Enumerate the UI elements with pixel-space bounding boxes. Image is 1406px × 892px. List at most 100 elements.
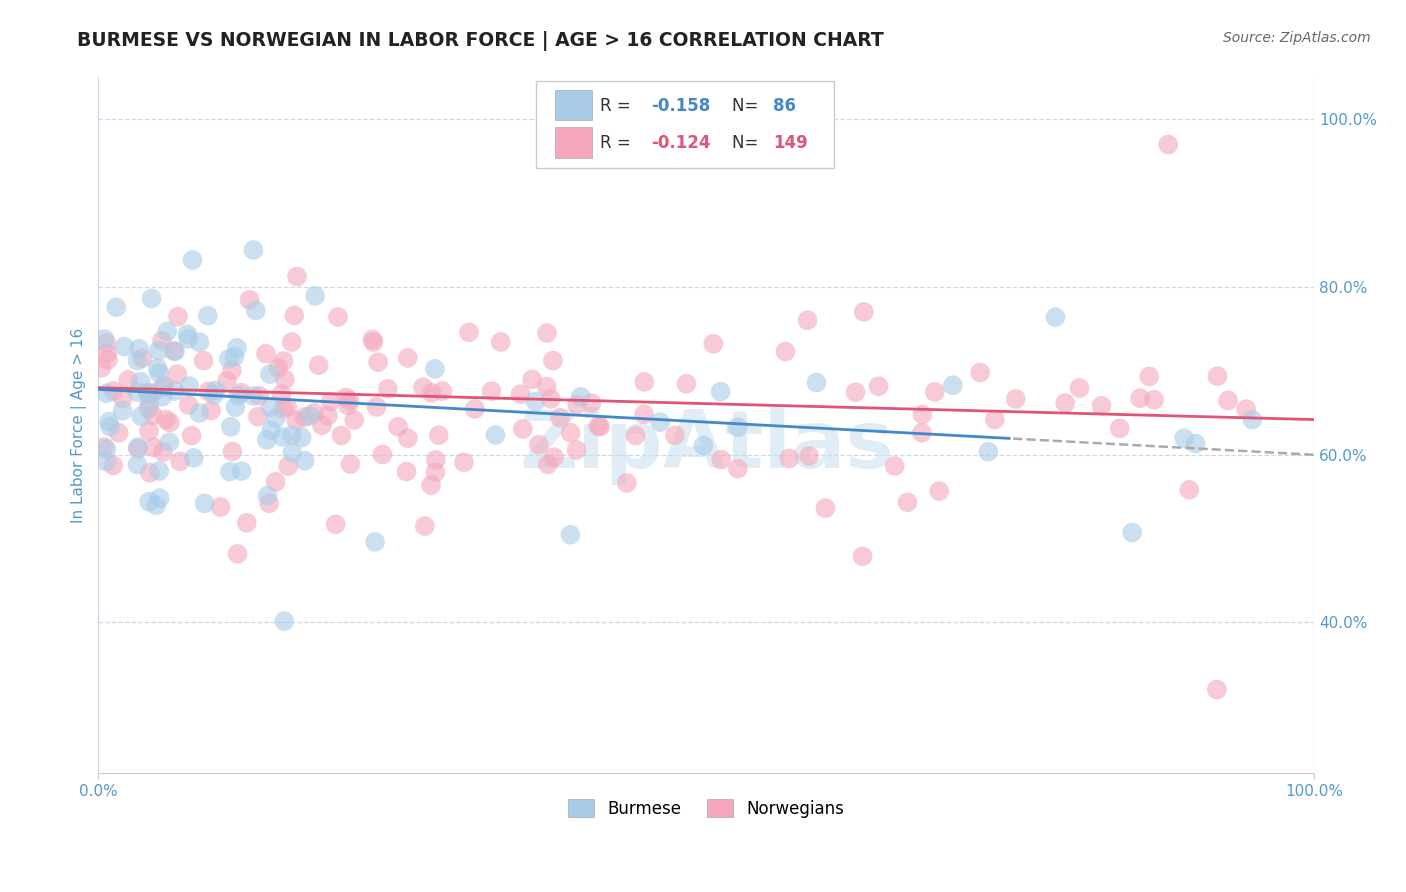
Point [264, 475, 287, 489]
Point [153, 378, 176, 392]
Point [489, 334, 512, 349]
FancyBboxPatch shape [555, 128, 592, 158]
Point [1090, 399, 1112, 413]
Point [242, 389, 264, 403]
Point [246, 409, 269, 424]
FancyBboxPatch shape [536, 81, 834, 168]
Point [1054, 396, 1077, 410]
Point [236, 516, 259, 530]
Point [387, 420, 409, 434]
Point [395, 465, 418, 479]
Point [709, 384, 731, 399]
Point [1234, 402, 1257, 417]
Point [224, 401, 246, 415]
Point [131, 351, 153, 366]
Point [219, 419, 242, 434]
Point [339, 457, 361, 471]
Point [242, 243, 264, 257]
Point [541, 353, 564, 368]
Point [155, 412, 177, 426]
Point [127, 353, 149, 368]
Point [273, 401, 295, 416]
Point [267, 361, 290, 376]
Point [218, 351, 240, 366]
Point [1137, 369, 1160, 384]
Point [149, 491, 172, 505]
Point [107, 425, 129, 440]
Point [710, 452, 733, 467]
Point [142, 385, 165, 400]
Point [1143, 392, 1166, 407]
Point [167, 310, 190, 324]
Point [256, 489, 278, 503]
Point [330, 428, 353, 442]
Point [339, 393, 361, 408]
Point [928, 484, 950, 499]
Point [1184, 436, 1206, 450]
Point [586, 419, 609, 434]
Text: R =: R = [600, 134, 637, 152]
Point [311, 418, 333, 433]
Point [911, 425, 934, 440]
Point [294, 410, 316, 425]
Point [273, 614, 295, 628]
FancyBboxPatch shape [555, 90, 592, 120]
Point [560, 527, 582, 541]
Point [481, 384, 503, 399]
Point [458, 326, 481, 340]
Point [294, 454, 316, 468]
Point [335, 391, 357, 405]
Point [624, 428, 647, 442]
Point [129, 375, 152, 389]
Point [814, 501, 837, 516]
Point [111, 403, 134, 417]
Point [245, 303, 267, 318]
Point [343, 413, 366, 427]
Point [425, 453, 447, 467]
Point [298, 409, 321, 423]
Point [319, 394, 342, 409]
Text: -0.158: -0.158 [651, 97, 711, 115]
Point [264, 411, 287, 425]
Point [548, 410, 571, 425]
Point [180, 428, 202, 442]
Point [285, 269, 308, 284]
Point [93, 440, 115, 454]
Point [177, 332, 200, 346]
Point [148, 343, 170, 358]
Point [98, 419, 121, 434]
Point [193, 353, 215, 368]
Point [138, 424, 160, 438]
Point [97, 352, 120, 367]
Point [304, 289, 326, 303]
Point [226, 341, 249, 355]
Point [103, 384, 125, 398]
Point [852, 549, 875, 564]
Point [103, 458, 125, 473]
Point [157, 435, 180, 450]
Point [796, 313, 818, 327]
Point [565, 442, 588, 457]
Point [285, 414, 308, 428]
Text: 86: 86 [773, 97, 796, 115]
Point [96, 346, 118, 360]
Point [231, 385, 253, 400]
Point [464, 401, 486, 416]
Point [169, 454, 191, 468]
Point [1216, 393, 1239, 408]
Point [569, 390, 592, 404]
Point [567, 398, 589, 412]
Point [650, 415, 672, 429]
Point [560, 425, 582, 440]
Point [105, 300, 128, 314]
Text: ZipAtlas: ZipAtlas [519, 408, 893, 485]
Point [257, 496, 280, 510]
Point [911, 408, 934, 422]
Point [806, 376, 828, 390]
Point [136, 387, 159, 401]
Point [148, 366, 170, 380]
Point [432, 384, 454, 398]
Point [316, 409, 339, 423]
Point [148, 464, 170, 478]
Point [145, 498, 167, 512]
